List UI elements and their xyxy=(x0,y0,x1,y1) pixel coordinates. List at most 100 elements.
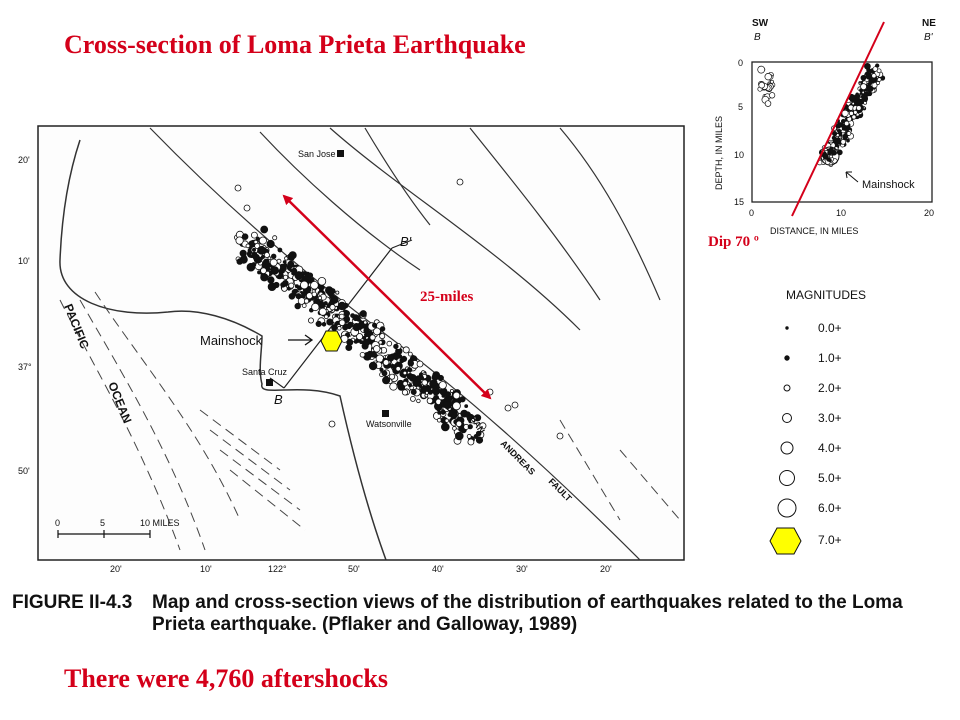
caption-text: Map and cross-section views of the distr… xyxy=(152,592,903,635)
aftershock-symbol xyxy=(258,236,267,245)
aftershock-symbol xyxy=(467,424,473,430)
aftershock-symbol xyxy=(427,389,433,395)
aftershock-symbol xyxy=(317,276,327,286)
xs-mainshock-arrow xyxy=(845,171,859,183)
aftershock-symbol xyxy=(464,404,469,409)
hypocenter-symbol xyxy=(770,79,774,84)
distance-axis-label: DISTANCE, IN MILES xyxy=(770,226,858,236)
santa-cruz-label: Santa Cruz xyxy=(242,367,288,377)
legend-symbol-5 xyxy=(779,470,795,486)
aftershock-symbol xyxy=(282,260,287,264)
aftershock-symbol xyxy=(234,184,242,192)
length-arrow xyxy=(282,194,492,400)
hypocenter-symbol xyxy=(867,91,873,97)
hypocenter-symbol xyxy=(822,153,829,160)
aftershock-symbol xyxy=(260,225,269,234)
aftershock-symbol xyxy=(452,401,461,411)
hypocenter-symbol xyxy=(846,138,850,143)
aftershock-symbol xyxy=(356,317,361,322)
hypocenter-symbol xyxy=(837,128,842,134)
aftershock-symbol xyxy=(281,264,286,270)
aftershock-symbol xyxy=(299,280,309,290)
svg-text:30': 30' xyxy=(516,564,528,574)
legend-labels: 0.0+ 1.0+ 2.0+ 3.0+ 4.0+ 5.0+ 6.0+ 7.0+ xyxy=(818,321,842,547)
aftershock-symbol xyxy=(269,258,278,267)
aftershock-symbol xyxy=(259,256,263,261)
aftershock-symbol xyxy=(401,389,409,396)
aftershock-symbol xyxy=(338,313,345,320)
hypocenter-symbol xyxy=(856,105,862,111)
aftershock-symbol xyxy=(466,433,472,439)
aftershock-symbol xyxy=(389,373,396,380)
aftershock-symbol xyxy=(251,247,256,252)
aftershock-symbol xyxy=(311,302,320,312)
aftershock-symbol xyxy=(362,338,370,347)
aftershock-symbol xyxy=(245,243,251,249)
svg-text:0: 0 xyxy=(738,58,743,68)
svg-text:10': 10' xyxy=(18,256,30,266)
aftershock-symbol xyxy=(454,431,464,441)
dashed-faults xyxy=(59,291,681,551)
aftershock-symbol xyxy=(400,355,408,362)
hypocenter-symbol xyxy=(829,154,833,159)
aftershock-count: There were 4,760 aftershocks xyxy=(64,664,388,693)
hypocenter-symbol xyxy=(860,83,867,90)
aftershock-symbol xyxy=(379,326,386,332)
hypocenter-symbol xyxy=(866,85,874,93)
hypocenter-symbol xyxy=(827,151,832,156)
aftershock-symbol xyxy=(452,426,457,431)
aftershock-symbol xyxy=(241,233,249,241)
hypocenter-symbol xyxy=(876,68,882,74)
hypocenter-symbol xyxy=(840,139,846,145)
aftershock-symbol xyxy=(436,407,441,412)
aftershock-symbol xyxy=(387,354,395,362)
hypocenter-symbol xyxy=(831,150,837,156)
map-mainshock-label: Mainshock xyxy=(200,333,263,348)
aftershock-symbol xyxy=(424,390,429,395)
magnitude-legend: MAGNITUDES 0.0+ 1.0+ 2.0+ 3.0+ 4.0+ 5.0+… xyxy=(769,288,866,555)
aftershock-symbol xyxy=(284,256,289,261)
aftershock-symbol xyxy=(449,388,454,393)
svg-text:20: 20 xyxy=(924,208,934,218)
hypocenter-symbol xyxy=(841,109,849,117)
aftershock-symbol xyxy=(235,236,244,245)
aftershock-symbol xyxy=(329,304,336,311)
hypocenter-symbol xyxy=(856,100,863,107)
aftershock-symbol xyxy=(267,276,275,284)
hypocenter-symbol xyxy=(851,101,855,106)
aftershock-symbol xyxy=(416,398,421,404)
svg-text:10: 10 xyxy=(836,208,846,218)
hypocenter-symbol xyxy=(842,133,848,140)
aftershock-symbol xyxy=(467,438,475,446)
aftershock-symbol xyxy=(273,281,280,289)
hypocenter-symbol xyxy=(875,81,880,85)
aftershock-symbol xyxy=(326,304,331,309)
aftershock-symbol xyxy=(379,333,386,340)
svg-text:122°: 122° xyxy=(268,564,287,574)
section-label-b-prime: B' xyxy=(400,234,412,249)
aftershock-symbol xyxy=(455,420,463,427)
xs-b-label: B xyxy=(754,32,761,43)
aftershock-symbol xyxy=(326,318,334,326)
aftershock-symbol xyxy=(295,293,302,300)
aftershock-symbol xyxy=(373,345,381,353)
hypocenter-symbol xyxy=(871,73,877,79)
aftershock-symbol xyxy=(307,272,314,279)
aftershock-symbol xyxy=(556,432,564,440)
aftershock-symbol xyxy=(251,262,257,268)
aftershock-symbol xyxy=(363,320,368,325)
legend-item-5: 5.0+ xyxy=(818,471,842,485)
svg-text:50': 50' xyxy=(348,564,360,574)
aftershock-symbol xyxy=(343,310,350,317)
aftershock-symbol xyxy=(318,307,327,316)
aftershock-symbol xyxy=(294,271,304,280)
aftershock-symbol xyxy=(475,436,484,444)
hypocenter-symbol xyxy=(851,114,857,120)
aftershock-symbol xyxy=(287,260,295,268)
legend-symbol-2 xyxy=(783,384,791,392)
hypocenter-symbol xyxy=(863,98,868,102)
aftershock-symbol xyxy=(410,388,417,395)
xs-b-prime-label: B' xyxy=(924,32,934,43)
aftershock-symbol xyxy=(350,313,356,319)
aftershock-symbol xyxy=(263,251,270,258)
